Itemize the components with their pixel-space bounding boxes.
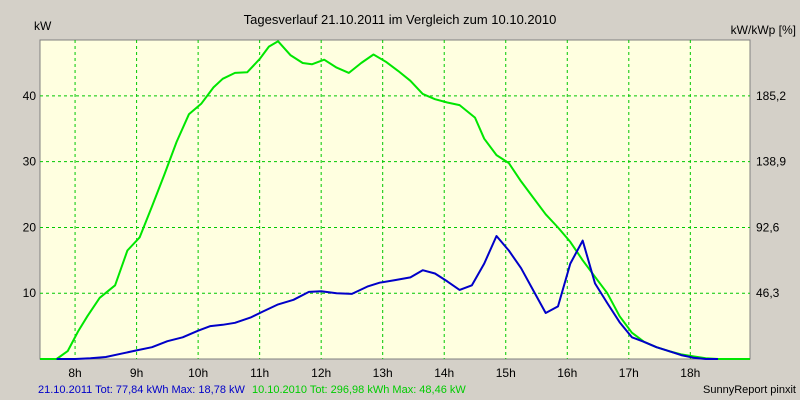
x-tick-label: 16h — [557, 366, 577, 380]
y-left-tick-label: 10 — [23, 286, 37, 300]
footer-credit: SunnyReport pinxit — [703, 384, 796, 396]
y-right-tick-label: 185,2 — [756, 89, 786, 103]
x-tick-label: 17h — [619, 366, 639, 380]
chart-title: Tagesverlauf 21.10.2011 im Vergleich zum… — [244, 12, 557, 27]
x-tick-label: 8h — [68, 366, 81, 380]
series-line — [40, 40, 750, 360]
x-tick-label: 10h — [188, 366, 208, 380]
legend-series-2: 10.10.2010 Tot: 296,98 kWh Max: 48,46 kW — [252, 384, 466, 396]
x-tick-label: 9h — [130, 366, 143, 380]
y-right-axis-ticks: 46,3 92,6 138,9 185,2 — [756, 89, 786, 300]
x-axis-ticks: 8h 9h 10h 11h 12h 13h 14h 15h 16h 17h 18h — [68, 366, 700, 380]
y-left-tick-label: 40 — [23, 89, 37, 103]
grid-lines — [40, 40, 750, 359]
y-left-axis-label: kW — [34, 19, 52, 33]
y-left-axis-ticks: 10 20 30 40 — [23, 89, 37, 300]
series-lines — [40, 40, 750, 360]
x-tick-label: 13h — [373, 366, 393, 380]
y-right-tick-label: 92,6 — [756, 220, 780, 234]
y-right-axis-label: kW/kWp [%] — [731, 23, 796, 37]
x-tick-label: 11h — [250, 366, 269, 380]
x-tick-label: 12h — [311, 366, 331, 380]
x-tick-label: 14h — [434, 366, 454, 380]
y-left-tick-label: 30 — [23, 155, 37, 169]
x-tick-label: 18h — [680, 366, 700, 380]
y-right-tick-label: 138,9 — [756, 155, 786, 169]
y-left-tick-label: 20 — [23, 220, 37, 234]
plot-area — [39, 39, 751, 360]
series-line — [56, 235, 718, 360]
legend-series-1: 21.10.2011 Tot: 77,84 kWh Max: 18,78 kW — [38, 384, 245, 396]
x-tick-label: 15h — [496, 366, 516, 380]
y-right-tick-label: 46,3 — [756, 286, 780, 300]
legend: 21.10.2011 Tot: 77,84 kWh Max: 18,78 kW … — [38, 384, 466, 396]
